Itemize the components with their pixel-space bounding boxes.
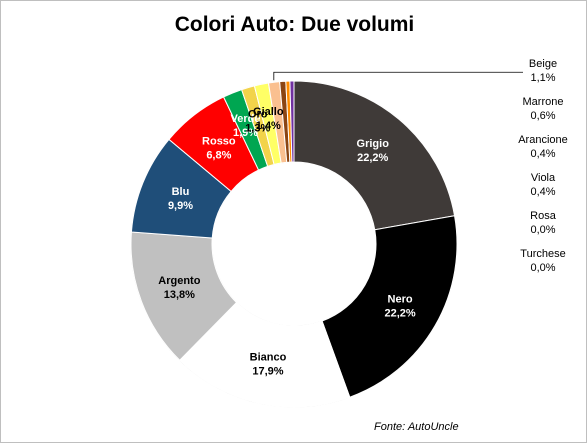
- side-value-marrone: 0,6%: [530, 110, 555, 122]
- side-value-rosa: 0,0%: [530, 224, 555, 236]
- slice-viola: [289, 80, 295, 163]
- slice-value-rosso: 6,8%: [206, 149, 231, 161]
- slice-value-verde: 1,9%: [233, 127, 258, 139]
- chart-title: Colori Auto: Due volumi: [174, 13, 415, 36]
- slice-label-rosso: Rosso: [202, 135, 236, 147]
- slice-label-oro: Oro: [248, 109, 268, 121]
- side-value-beige: 1,1%: [530, 72, 555, 84]
- slice-value-argento: 13,8%: [164, 289, 195, 301]
- source-note: Fonte: AutoUncle: [374, 421, 459, 433]
- slice-value-oro: 1,3%: [245, 123, 270, 135]
- slice-label-bianco: Bianco: [250, 352, 287, 364]
- slice-value-grigio: 22,2%: [357, 152, 388, 164]
- side-label-turchese: Turchese: [520, 248, 565, 260]
- side-value-turchese: 0,0%: [530, 262, 555, 274]
- slice-value-bianco: 17,9%: [252, 366, 283, 378]
- slice-value-blu: 9,9%: [168, 200, 193, 212]
- side-label-arancione: Arancione: [518, 134, 568, 146]
- slice-label-grigio: Grigio: [357, 138, 390, 150]
- side-value-arancione: 0,4%: [530, 148, 555, 160]
- side-label-beige: Beige: [529, 58, 557, 70]
- slice-label-verde: Verde: [231, 113, 261, 125]
- slice-label-giallo: Giallo: [253, 106, 284, 118]
- side-value-viola: 0,4%: [530, 186, 555, 198]
- side-label-rosa: Rosa: [530, 210, 557, 222]
- side-label-marrone: Marrone: [523, 96, 564, 108]
- slice-grigio: [293, 80, 456, 231]
- slice-label-nero: Nero: [388, 293, 413, 305]
- slice-label-argento: Argento: [158, 275, 200, 287]
- slice-value-giallo: 1,4%: [256, 120, 281, 132]
- slice-nero: [321, 215, 458, 398]
- slice-label-blu: Blu: [172, 186, 190, 198]
- leader-line-beige: [273, 71, 523, 81]
- slice-value-nero: 22,2%: [384, 307, 415, 319]
- side-label-viola: Viola: [531, 172, 556, 184]
- slice-bianco: [179, 301, 351, 408]
